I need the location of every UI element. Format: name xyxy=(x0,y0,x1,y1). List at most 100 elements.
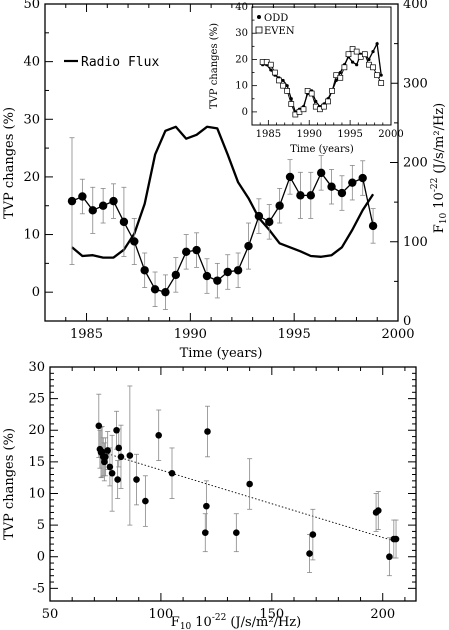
inset-tick-labels: 1985 1990 1995 2000 0 10 20 30 40 xyxy=(235,2,403,140)
fit-line xyxy=(100,451,397,542)
scatter-point xyxy=(374,507,382,514)
top-chart: 1985 1990 1995 2000010203040500100200300400… xyxy=(2,0,449,361)
tvp-point xyxy=(285,172,295,182)
tvp-point xyxy=(140,266,149,275)
bottom-y-axis-label: TVP changes (%) xyxy=(2,428,17,540)
inset-even-point xyxy=(267,61,274,68)
scatter-point xyxy=(114,476,121,483)
inset-even-point xyxy=(329,88,335,94)
tvp-point xyxy=(275,201,284,210)
tvp-point xyxy=(119,217,129,227)
scatter-point xyxy=(233,529,240,536)
inset-x-tick-label: 1995 xyxy=(337,129,362,140)
top-y2-tick-label: 400 xyxy=(403,0,428,12)
top-y-tick-label: 10 xyxy=(23,228,40,243)
inset-even-point xyxy=(325,98,331,105)
tvp-point xyxy=(192,245,201,255)
top-x-axis-label: Time (years) xyxy=(180,346,263,361)
top-y-axis-label: TVP changes (%) xyxy=(2,107,17,219)
scatter-point xyxy=(95,422,103,430)
inset-odd-point xyxy=(338,70,342,75)
legend-radio-flux-label: Radio Flux xyxy=(81,55,159,70)
bottom-y-tick-label: 20 xyxy=(28,423,45,438)
inset-y-tick-label: 20 xyxy=(235,54,248,65)
top-y-tick-label: 40 xyxy=(23,55,40,70)
inset-y-tick-label: 10 xyxy=(235,81,248,92)
bottom-y-tick-label: 25 xyxy=(28,392,45,407)
inset-odd-point xyxy=(314,99,318,103)
inset-even-point xyxy=(288,101,295,107)
inset-odd-point xyxy=(269,68,273,72)
bottom-scatter-series xyxy=(95,385,400,577)
y2-label-base: F xyxy=(432,224,447,233)
scatter-point xyxy=(203,502,210,510)
legend-odd-label: ODD xyxy=(264,13,288,24)
scatter-point xyxy=(392,535,400,543)
bottom-y-tick-label: 10 xyxy=(28,486,45,501)
tvp-point xyxy=(223,267,232,277)
tvp-point xyxy=(202,271,212,281)
scatter-point xyxy=(126,452,134,459)
inset-odd-point xyxy=(371,49,375,54)
top-y2-tick-label: 200 xyxy=(403,156,428,171)
radio-flux-line xyxy=(71,125,375,259)
tvp-point xyxy=(130,237,139,246)
inset-odd-point xyxy=(350,60,355,64)
tvp-point xyxy=(182,247,191,257)
inset-even-point xyxy=(341,64,348,71)
inset-x-tick-label: 1985 xyxy=(256,129,281,140)
scatter-point xyxy=(306,550,313,557)
x-label-sub: 10 xyxy=(180,622,192,630)
tvp-point xyxy=(306,191,315,200)
inset-odd-point xyxy=(334,78,338,83)
tvp-point xyxy=(78,192,87,201)
scatter-point xyxy=(309,531,317,538)
inset-ticks xyxy=(251,6,392,125)
tvp-point xyxy=(67,196,77,206)
tvp-point xyxy=(161,287,170,297)
scatter-point xyxy=(204,428,211,435)
top-y2-axis-label: F1010-22(J/s/m²/Hz) xyxy=(430,103,449,233)
bottom-fit-line xyxy=(100,451,397,542)
top-y2-tick-label: 300 xyxy=(403,76,428,91)
legend-odd-marker xyxy=(257,15,261,19)
inset-y-tick-label: 0 xyxy=(242,107,248,118)
inset-even-point xyxy=(378,80,385,86)
inset-odd-point xyxy=(285,84,289,88)
tvp-line xyxy=(71,171,374,293)
bottom-y-tick-label: 0 xyxy=(37,550,45,565)
inset-even-point xyxy=(370,64,376,71)
inset-odd-point xyxy=(367,57,371,62)
bottom-tick-labels: 50 100 150 200 -5 0 5 10 15 20 25 30 xyxy=(28,360,395,622)
bottom-y-tick-label: -5 xyxy=(32,581,45,596)
inset-odd-point xyxy=(281,78,285,83)
inset-plot-frame xyxy=(251,6,392,126)
scatter-point xyxy=(133,476,140,483)
top-radio-flux-series xyxy=(71,125,375,259)
top-y-tick-label: 20 xyxy=(23,170,40,185)
legend-even-marker xyxy=(255,26,263,34)
tvp-point xyxy=(109,196,118,206)
bottom-ticks xyxy=(49,366,416,601)
y2-label-pow-exp: -22 xyxy=(430,178,440,193)
top-x-tick-label: 1990 xyxy=(174,327,207,342)
inset-x-tick-label: 1990 xyxy=(297,129,322,140)
tvp-point xyxy=(244,241,253,251)
inset-series xyxy=(259,41,385,118)
x-label-unit: (J/s/m²/Hz) xyxy=(230,615,301,630)
inset-chart: 1985 1990 1995 2000 0 10 20 30 40 ODD EVEN Time … xyxy=(209,2,404,155)
y2-label-pow-base: 10 xyxy=(432,192,447,209)
inset-legend: ODD EVEN xyxy=(255,13,295,37)
scatter-point xyxy=(104,447,111,454)
scatter-point xyxy=(201,529,209,536)
inset-even-point xyxy=(374,72,380,79)
tvp-point xyxy=(98,201,108,210)
inset-even-point xyxy=(300,106,307,113)
scatter-point xyxy=(106,463,114,471)
bottom-y-tick-label: 15 xyxy=(28,455,45,470)
bottom-x-tick-label: 150 xyxy=(259,607,284,622)
tvp-point xyxy=(265,217,274,227)
